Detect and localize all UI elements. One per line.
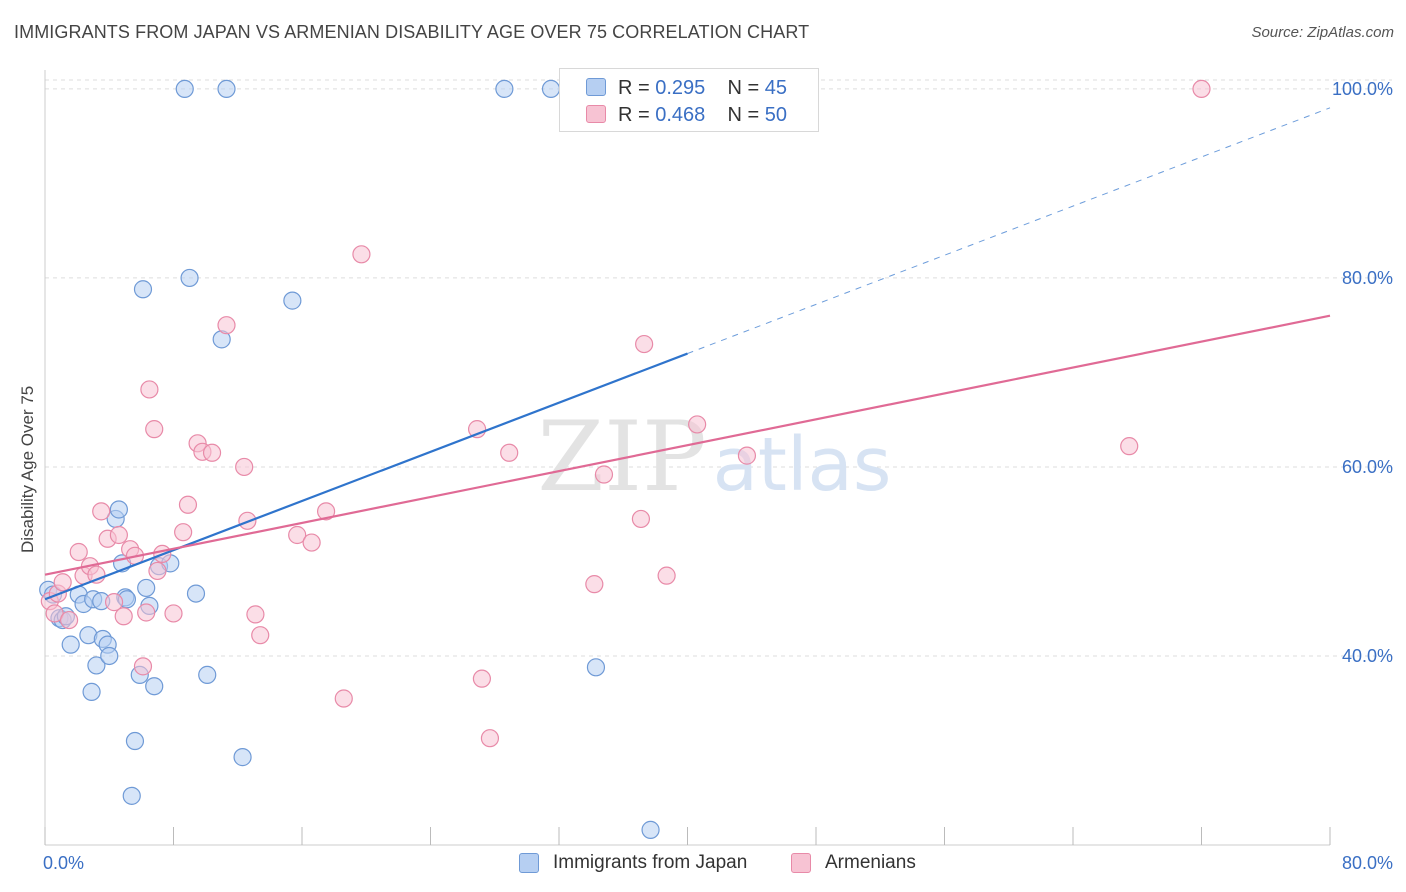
point-armenians [148,561,167,581]
trend-line-armenians [44,314,1331,576]
point-japan [217,79,236,99]
watermark-atlas: atlas [713,422,892,508]
point-japan [145,677,164,696]
point-armenians [688,415,707,434]
point-armenians [137,603,156,622]
point-japan [198,665,217,684]
point-armenians [1192,79,1211,99]
point-armenians [217,316,236,335]
y-tick-label: 40.0% [1342,646,1393,666]
point-armenians [69,542,88,562]
point-armenians [174,523,193,542]
y-tick-label: 60.0% [1342,457,1393,477]
chart-source: Source: ZipAtlas.com [1251,24,1394,41]
data-points [39,79,1211,839]
point-armenians [500,443,519,462]
point-japan [61,635,80,654]
point-armenians [472,669,491,688]
point-japan [586,658,606,677]
point-japan [87,656,106,675]
point-armenians [178,495,198,514]
trend-lines [44,107,1331,601]
point-armenians [114,607,133,626]
x-tick-label-max: 80.0% [1342,853,1393,873]
point-armenians [109,525,128,545]
point-armenians [202,443,222,462]
grid-lines [45,79,1392,657]
point-japan [137,578,156,598]
legend-swatch-armenians [586,105,606,123]
point-armenians [594,465,614,484]
point-armenians [631,509,651,529]
point-armenians [1120,437,1139,456]
legend-swatch-japan [586,78,606,96]
point-armenians [246,605,265,624]
legend-r-label: R = [618,104,656,126]
point-armenians [737,446,757,465]
watermark: ZIP atlas [537,401,891,513]
legend-n-label: N = [727,77,765,99]
trend-line-japan-extension [687,107,1331,355]
point-japan [541,79,561,99]
point-armenians [635,334,654,354]
point-japan [233,748,252,767]
point-armenians [334,689,353,708]
watermark-zip: ZIP [537,401,706,513]
y-tick-label: 100.0% [1332,79,1393,99]
legend-n-label: N = [727,104,765,126]
point-armenians [585,575,604,594]
point-japan [125,731,145,751]
point-armenians [316,502,336,521]
legend-r-value: 0.468 [655,104,706,126]
point-armenians [251,626,270,645]
point-japan [641,820,660,839]
tick-labels: 40.0% 60.0% 80.0% 100.0% 0.0% 80.0% [43,79,1393,873]
point-armenians [480,729,500,748]
point-japan [133,280,153,299]
point-armenians [657,566,676,585]
point-armenians [352,245,371,264]
series-swatch-japan [519,853,539,873]
point-armenians [104,593,124,612]
series-name-japan: Immigrants from Japan [553,852,748,873]
stats-legend: R = 0.295 N = 45 R = 0.468 N = 50 [559,68,819,132]
point-japan [186,584,206,603]
point-japan [82,682,101,701]
point-japan [283,291,302,310]
y-axis-label: Disability Age Over 75 [18,385,37,553]
point-armenians [59,610,79,630]
point-japan [100,646,119,666]
chart-title: IMMIGRANTS FROM JAPAN VS ARMENIAN DISABI… [14,22,810,42]
series-name-armenians: Armenians [825,852,916,873]
point-armenians [288,525,307,545]
point-japan [109,500,128,519]
point-armenians [235,457,254,477]
point-japan [180,268,199,288]
x-tick-label-min: 0.0% [43,853,84,873]
legend-n-value: 45 [764,77,788,99]
point-armenians [92,502,111,521]
point-japan [122,786,141,805]
point-armenians [53,573,72,592]
legend-r-label: R = [618,77,656,99]
point-armenians [164,604,183,623]
point-armenians [133,657,153,676]
y-tick-label: 80.0% [1342,268,1393,288]
point-armenians [140,380,159,399]
point-japan [495,79,514,99]
axes [44,70,1331,846]
point-armenians [145,420,164,439]
point-japan [175,79,194,99]
legend-n-value: 50 [764,104,788,126]
legend-r-value: 0.295 [655,77,706,99]
trend-line-japan [44,352,688,601]
series-swatch-armenians [791,853,811,873]
point-armenians [302,533,321,552]
